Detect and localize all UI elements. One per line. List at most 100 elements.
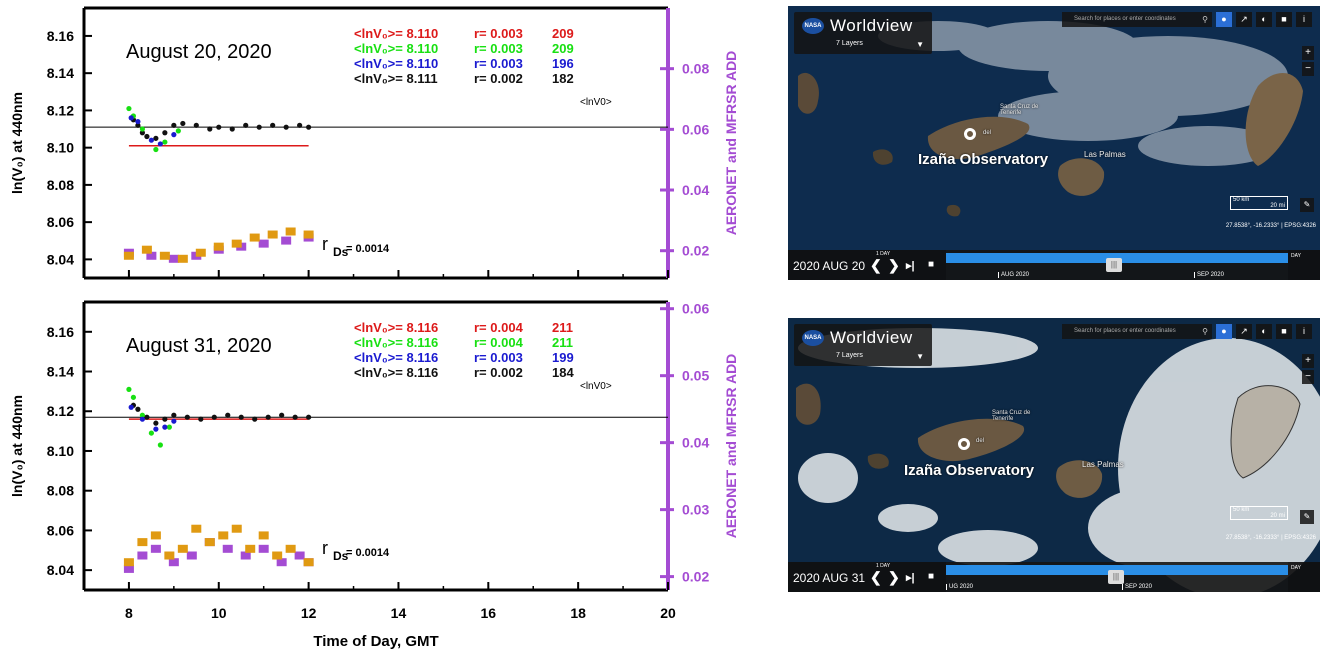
zoom-in-button[interactable]: +	[1302, 46, 1314, 60]
marker-sublabel: del	[983, 130, 992, 136]
camera-icon[interactable]: ■	[1276, 12, 1292, 27]
data-point-mfrsr	[123, 558, 134, 567]
x-tick-label: 10	[211, 605, 227, 621]
data-point-lnv0	[292, 414, 298, 420]
data-point-mfrsr	[195, 248, 206, 257]
timeline-handle[interactable]: |||	[1106, 258, 1122, 272]
data-point-green	[157, 442, 163, 448]
data-point-aeronet	[123, 564, 134, 573]
skip-to-end-icon[interactable]: ▸|	[906, 260, 915, 272]
month-label-1: UG 2020	[946, 584, 973, 590]
data-point-lnv0	[279, 412, 285, 418]
data-point-mfrsr	[150, 531, 161, 540]
timeline: 2020 AUG 20 1 DAY ❮ ❯ ▸| ■ AUG 2020 SEP …	[788, 250, 1320, 280]
zoom-level-control[interactable]: DAY	[1288, 250, 1320, 280]
location-marker-icon[interactable]	[964, 128, 976, 140]
chevron-down-icon[interactable]: ▼	[916, 40, 924, 49]
data-point-aeronet	[281, 236, 292, 245]
date-selector[interactable]: 2020 AUG 31 1 DAY ❮ ❯ ▸| ■	[788, 562, 946, 592]
chevron-left-icon[interactable]: ❮	[870, 569, 882, 585]
coordinates-readout: 27.8538°, -16.2333° | EPSG:4326	[1225, 535, 1316, 541]
stats-n: 209	[552, 41, 574, 56]
projection-icon[interactable]: ◐	[1256, 324, 1272, 339]
location-marker-icon[interactable]	[958, 438, 970, 450]
info-icon[interactable]: i	[1296, 324, 1312, 339]
stats-n: 184	[552, 365, 574, 380]
chevron-left-icon[interactable]: ❮	[870, 257, 882, 273]
layers-count[interactable]: 7 Layers	[836, 352, 863, 359]
search-placeholder: Search for places or enter coordinates	[1074, 16, 1176, 22]
info-icon[interactable]: i	[1296, 12, 1312, 27]
zoom-out-button[interactable]: −	[1302, 62, 1314, 76]
worldview-logo[interactable]: NASA Worldview 7 Layers ▼	[794, 12, 932, 54]
data-point-aeronet	[294, 551, 305, 560]
camera-icon[interactable]: ■	[1276, 324, 1292, 339]
legend-note: <lnV0>	[580, 381, 612, 392]
search-input[interactable]: Search for places or enter coordinates ⚲	[1062, 324, 1212, 339]
zoom-in-button[interactable]: +	[1302, 354, 1314, 368]
skip-to-end-icon[interactable]: ▸|	[906, 572, 915, 584]
projection-icon[interactable]: ◐	[1256, 12, 1272, 27]
search-icon[interactable]: ⚲	[1202, 327, 1208, 336]
y-tick-label: 8.08	[47, 483, 74, 499]
data-point-aeronet	[186, 551, 197, 560]
day-label: DAY	[1291, 565, 1301, 571]
stats-n: 211	[552, 335, 573, 350]
y2-tick-label: 0.03	[682, 502, 709, 518]
data-point-mfrsr	[231, 524, 242, 533]
stats-r: r= 0.002	[474, 365, 523, 380]
x-axis-label: Time of Day, GMT	[313, 633, 438, 650]
scale-mi: 20 mi	[1230, 203, 1288, 210]
chevron-right-icon[interactable]: ❯	[888, 569, 900, 585]
y2-tick-label: 0.05	[682, 368, 709, 384]
data-point-lnv0	[135, 406, 141, 412]
zoom-out-button[interactable]: −	[1302, 370, 1314, 384]
share-icon[interactable]: ↗	[1236, 12, 1252, 27]
chevron-down-icon[interactable]: ▼	[916, 352, 924, 361]
location-pin-icon[interactable]: ●	[1216, 12, 1232, 27]
y-axis-label: ln(V₀) at 440nm	[9, 92, 25, 194]
date-selector[interactable]: 2020 AUG 20 1 DAY ❮ ❯ ▸| ■	[788, 250, 946, 280]
legend-note: <lnV0>	[580, 97, 612, 108]
chevron-right-icon[interactable]: ❯	[888, 257, 900, 273]
share-icon[interactable]: ↗	[1236, 324, 1252, 339]
data-point-aeronet	[258, 544, 269, 553]
y2-axis-label: AERONET and MFRSR ADD	[723, 354, 739, 539]
stats-n: 209	[552, 26, 574, 41]
data-point-lnv0	[171, 412, 177, 418]
stats-r: r= 0.004	[474, 320, 524, 335]
month-label-1: AUG 2020	[998, 272, 1029, 278]
worldview-logo[interactable]: NASA Worldview 7 Layers ▼	[794, 324, 932, 366]
month-label-2: SEP 2020	[1194, 272, 1224, 278]
stats-r: r= 0.004	[474, 335, 524, 350]
y2-tick-label: 0.08	[682, 61, 709, 77]
data-point-aeronet	[258, 239, 269, 248]
timeline-handle[interactable]: |||	[1108, 570, 1124, 584]
chart-panel-bottom: 8 10 12 14 16 18 20 8.04 8.06 8.08 8.10 8.12 8.14 8.1…	[9, 300, 739, 650]
layers-count[interactable]: 7 Layers	[836, 40, 863, 47]
data-point-green	[148, 430, 154, 436]
data-point-green	[162, 139, 168, 145]
data-point-green	[126, 386, 132, 392]
y-tick-label: 8.04	[47, 562, 74, 578]
search-input[interactable]: Search for places or enter coordinates ⚲	[1062, 12, 1212, 27]
data-point-lnv0	[144, 414, 150, 420]
measure-icon[interactable]: ✎	[1300, 510, 1314, 524]
panel-title: August 31, 2020	[126, 335, 272, 357]
scale-km: 50 km	[1230, 506, 1288, 513]
zoom-level-control[interactable]: DAY	[1288, 562, 1320, 592]
city-label-las-palmas: Las Palmas	[1084, 150, 1126, 159]
search-icon[interactable]: ⚲	[1202, 15, 1208, 24]
data-point-blue	[135, 118, 141, 125]
video-icon[interactable]: ■	[928, 571, 935, 582]
video-icon[interactable]: ■	[928, 259, 935, 270]
location-pin-icon[interactable]: ●	[1216, 324, 1232, 339]
data-point-green	[130, 394, 137, 400]
y-tick-label: 8.12	[47, 102, 74, 118]
data-point-mfrsr	[204, 538, 215, 547]
month-label-2: SEP 2020	[1122, 584, 1152, 590]
measure-icon[interactable]: ✎	[1300, 198, 1314, 212]
data-point-mfrsr	[303, 230, 314, 239]
y-tick-label: 8.14	[47, 65, 74, 81]
data-point-mfrsr	[218, 531, 229, 540]
